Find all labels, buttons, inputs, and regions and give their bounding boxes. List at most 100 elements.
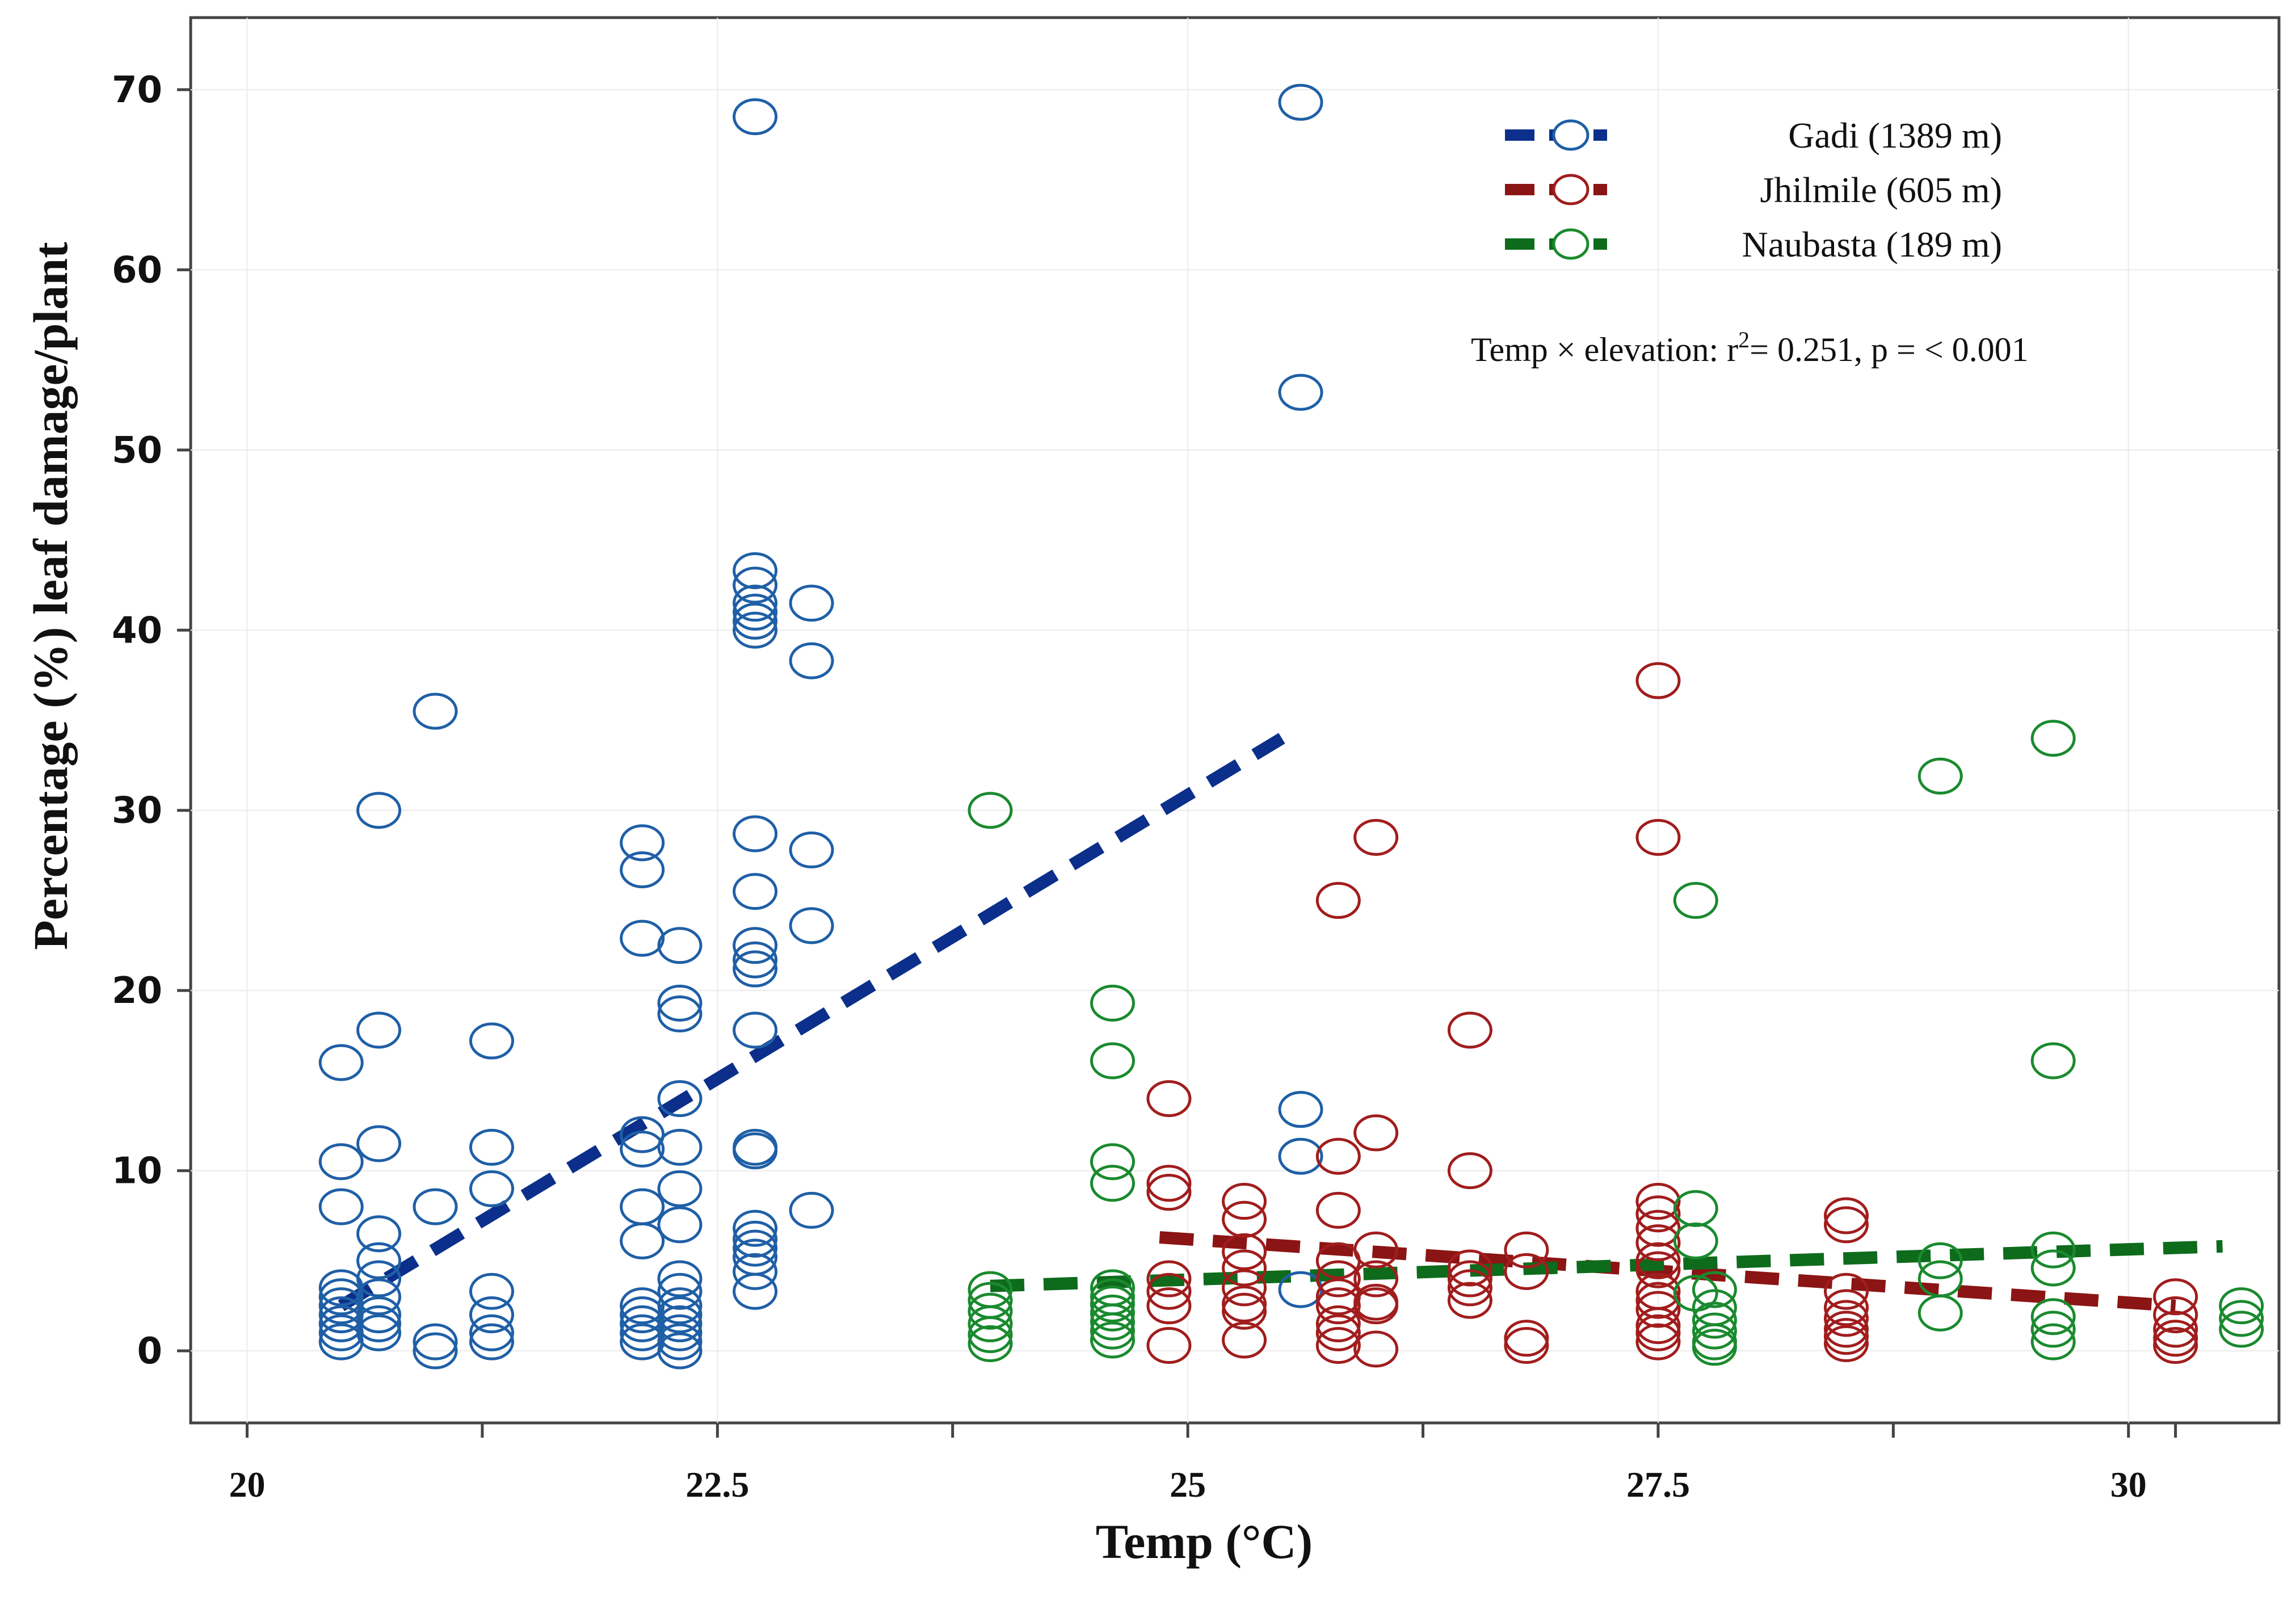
x-tick-label: 30 <box>2110 1464 2147 1505</box>
data-point-gadi <box>733 1011 778 1049</box>
data-point-naubasta <box>1090 1285 1136 1322</box>
data-point-naubasta <box>2030 1042 2076 1080</box>
data-point-gadi <box>356 1215 402 1253</box>
legend-label-naubasta: Naubasta (189 m) <box>1742 224 2002 264</box>
data-point-naubasta <box>968 792 1013 829</box>
data-point-gadi <box>789 642 834 679</box>
gridlines <box>191 18 2279 1423</box>
data-point-naubasta <box>2219 1287 2264 1325</box>
data-point-naubasta <box>2030 1311 2076 1348</box>
data-point-jhilmile <box>2153 1296 2198 1334</box>
data-point-gadi <box>657 1260 703 1297</box>
trend-line-naubasta <box>990 1240 2223 1292</box>
data-point-jhilmile <box>1447 1260 1492 1297</box>
data-point-naubasta <box>1090 984 1136 1022</box>
data-point-naubasta <box>1917 1242 1963 1279</box>
data-point-naubasta <box>2030 1298 2076 1336</box>
data-point-gadi <box>733 1220 778 1258</box>
data-point-gadi <box>620 824 665 862</box>
data-point-jhilmile <box>1823 1318 1869 1355</box>
y-axis-title: Percentage (%) leaf damage/plant <box>23 242 78 950</box>
data-point-gadi <box>657 1332 703 1370</box>
legend-marker-jhilmile <box>1552 174 1589 205</box>
data-point-jhilmile <box>1447 1249 1492 1287</box>
data-point-gadi <box>657 1206 703 1244</box>
data-point-naubasta <box>1090 1321 1136 1359</box>
data-point-naubasta <box>968 1292 1013 1330</box>
data-point-jhilmile <box>1635 1242 1681 1279</box>
data-point-jhilmile <box>1315 1137 1361 1175</box>
data-point-gadi <box>356 1260 402 1297</box>
data-point-gadi <box>356 1011 402 1049</box>
data-point-jhilmile <box>1504 1253 1549 1290</box>
data-point-gadi <box>657 1296 703 1334</box>
x-axis-title: Temp (°C) <box>1096 1514 1313 1569</box>
data-point-naubasta <box>1692 1271 1737 1308</box>
data-point-naubasta <box>2219 1300 2264 1337</box>
data-point-naubasta <box>1090 1294 1136 1332</box>
x-tick-label: 25 <box>1170 1464 1206 1505</box>
data-point-gadi <box>733 873 778 910</box>
data-point-gadi <box>469 1170 514 1207</box>
data-point-gadi <box>469 1296 514 1334</box>
data-point-jhilmile <box>1635 662 1681 699</box>
data-point-jhilmile <box>1315 1327 1361 1364</box>
data-point-gadi <box>469 1022 514 1060</box>
data-point-jhilmile <box>1222 1292 1267 1330</box>
data-point-jhilmile <box>1353 1231 1399 1269</box>
y-tick-label: 60 <box>112 249 162 291</box>
data-point-jhilmile <box>1315 1191 1361 1229</box>
y-tick-label: 20 <box>112 970 162 1012</box>
data-point-naubasta <box>1090 1143 1136 1181</box>
data-point-gadi <box>733 927 778 964</box>
data-point-naubasta <box>2030 720 2076 757</box>
data-point-jhilmile <box>1823 1289 1869 1326</box>
y-tick-label: 30 <box>112 790 162 832</box>
data-point-jhilmile <box>1504 1327 1549 1364</box>
y-tick-label: 0 <box>137 1330 162 1372</box>
data-point-gadi <box>789 832 834 869</box>
data-point-naubasta <box>968 1325 1013 1362</box>
data-point-gadi <box>1278 1091 1323 1128</box>
data-point-jhilmile <box>1447 1152 1492 1190</box>
annotation-stats: Temp × elevation: r2= 0.251, p = < 0.001 <box>1471 327 2029 368</box>
data-point-gadi <box>657 1287 703 1325</box>
data-point-naubasta <box>2030 1231 2076 1269</box>
data-point-naubasta <box>968 1305 1013 1342</box>
data-point-gadi <box>657 1273 703 1310</box>
data-point-jhilmile <box>2153 1311 2198 1348</box>
data-point-gadi <box>733 941 778 979</box>
data-point-jhilmile <box>1353 1260 1399 1297</box>
data-point-gadi <box>413 1323 458 1360</box>
legend-label-gadi: Gadi (1389 m) <box>1788 115 2002 156</box>
data-point-jhilmile <box>1353 1330 1399 1368</box>
x-axis: 20 22.5 25 27.5 30 <box>229 1423 2177 1505</box>
data-point-gadi <box>657 984 703 1022</box>
data-point-naubasta <box>2219 1311 2264 1348</box>
data-point-gadi <box>356 1125 402 1162</box>
data-point-gadi <box>733 566 778 604</box>
x-tick-label: 27.5 <box>1626 1464 1690 1505</box>
data-point-jhilmile <box>1504 1231 1549 1269</box>
data-point-jhilmile <box>1315 1287 1361 1325</box>
data-point-gadi <box>356 1314 402 1351</box>
data-point-jhilmile <box>1353 818 1399 856</box>
data-point-gadi <box>789 585 834 622</box>
data-point-gadi <box>620 919 665 957</box>
data-point-gadi <box>733 1229 778 1267</box>
data-point-gadi <box>318 1278 364 1316</box>
data-point-gadi <box>469 1273 514 1310</box>
data-point-naubasta <box>1692 1301 1737 1339</box>
data-point-jhilmile <box>1146 1260 1192 1297</box>
data-point-gadi <box>733 1273 778 1310</box>
data-point-naubasta <box>968 1316 1013 1353</box>
data-point-gadi <box>733 585 778 622</box>
data-point-naubasta <box>1090 1165 1136 1202</box>
data-point-jhilmile <box>1635 1307 1681 1345</box>
data-point-jhilmile <box>1635 1323 1681 1360</box>
data-point-jhilmile <box>1635 818 1681 856</box>
data-point-gadi <box>318 1044 364 1081</box>
data-point-jhilmile <box>1447 1269 1492 1307</box>
data-point-jhilmile <box>1222 1285 1267 1322</box>
